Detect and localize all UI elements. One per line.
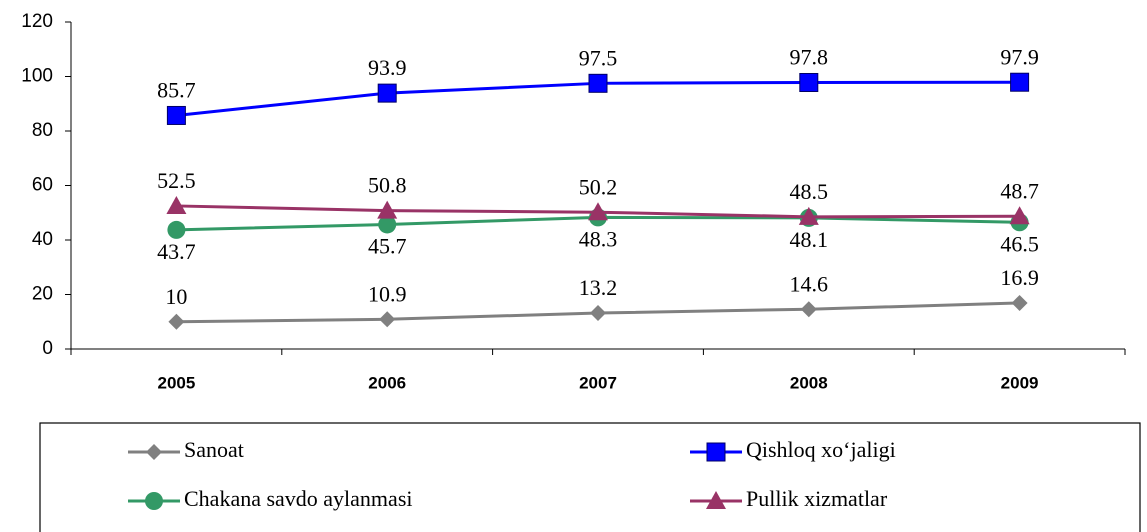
data-label: 97.5 xyxy=(579,45,618,70)
data-label: 97.9 xyxy=(1000,44,1039,69)
data-label: 16.9 xyxy=(1000,265,1039,290)
marker xyxy=(1009,206,1030,225)
y-tick-label: 120 xyxy=(21,11,53,32)
data-label: 46.5 xyxy=(1000,231,1039,256)
marker xyxy=(800,301,817,318)
data-label: 50.8 xyxy=(368,173,407,198)
data-label: 48.3 xyxy=(579,226,618,251)
y-tick-label: 40 xyxy=(32,229,53,250)
x-tick-label: 2008 xyxy=(790,373,828,392)
data-label: 97.8 xyxy=(790,45,829,70)
marker xyxy=(1011,294,1028,311)
legend-marker xyxy=(146,444,162,460)
legend-marker xyxy=(706,442,726,462)
x-tick-label: 2007 xyxy=(579,373,617,392)
legend-label: Sanoat xyxy=(184,437,244,462)
data-label: 43.7 xyxy=(157,239,196,264)
legend-box xyxy=(39,422,1141,532)
data-label: 13.2 xyxy=(579,275,618,300)
marker xyxy=(379,311,396,328)
data-label: 45.7 xyxy=(368,234,407,259)
marker xyxy=(588,202,608,221)
marker xyxy=(167,220,186,239)
marker xyxy=(168,313,185,330)
marker xyxy=(377,200,398,219)
legend-marker xyxy=(706,491,726,509)
x-tick-label: 2009 xyxy=(1001,373,1039,392)
y-tick-label: 80 xyxy=(32,120,53,141)
x-tick-label: 2005 xyxy=(157,373,195,392)
legend-marker xyxy=(145,492,163,510)
legend-label: Qishloq xo‘jaligi xyxy=(746,437,896,462)
data-label: 50.2 xyxy=(579,174,618,199)
data-label: 52.5 xyxy=(157,168,196,193)
legend-label: Chakana savdo aylanmasi xyxy=(184,486,413,511)
y-tick-label: 0 xyxy=(42,338,53,359)
marker xyxy=(377,83,397,103)
marker xyxy=(166,105,186,125)
data-label: 14.6 xyxy=(790,271,829,296)
marker xyxy=(798,206,819,225)
data-label: 48.5 xyxy=(790,179,829,204)
marker xyxy=(588,73,608,93)
marker xyxy=(378,215,397,234)
marker xyxy=(166,195,187,214)
data-label: 10 xyxy=(165,284,187,309)
data-label: 93.9 xyxy=(368,55,407,80)
y-tick-label: 60 xyxy=(32,175,53,196)
data-label: 85.7 xyxy=(157,78,196,103)
y-tick-label: 100 xyxy=(21,66,53,87)
data-label: 48.1 xyxy=(790,227,829,252)
legend-label: Pullik xizmatlar xyxy=(746,486,888,511)
data-label: 10.9 xyxy=(368,281,407,306)
x-tick-label: 2006 xyxy=(368,373,406,392)
marker xyxy=(590,305,606,322)
data-label: 48.7 xyxy=(1000,178,1039,203)
marker xyxy=(1010,72,1030,92)
y-tick-label: 20 xyxy=(32,284,53,305)
marker xyxy=(799,72,819,92)
